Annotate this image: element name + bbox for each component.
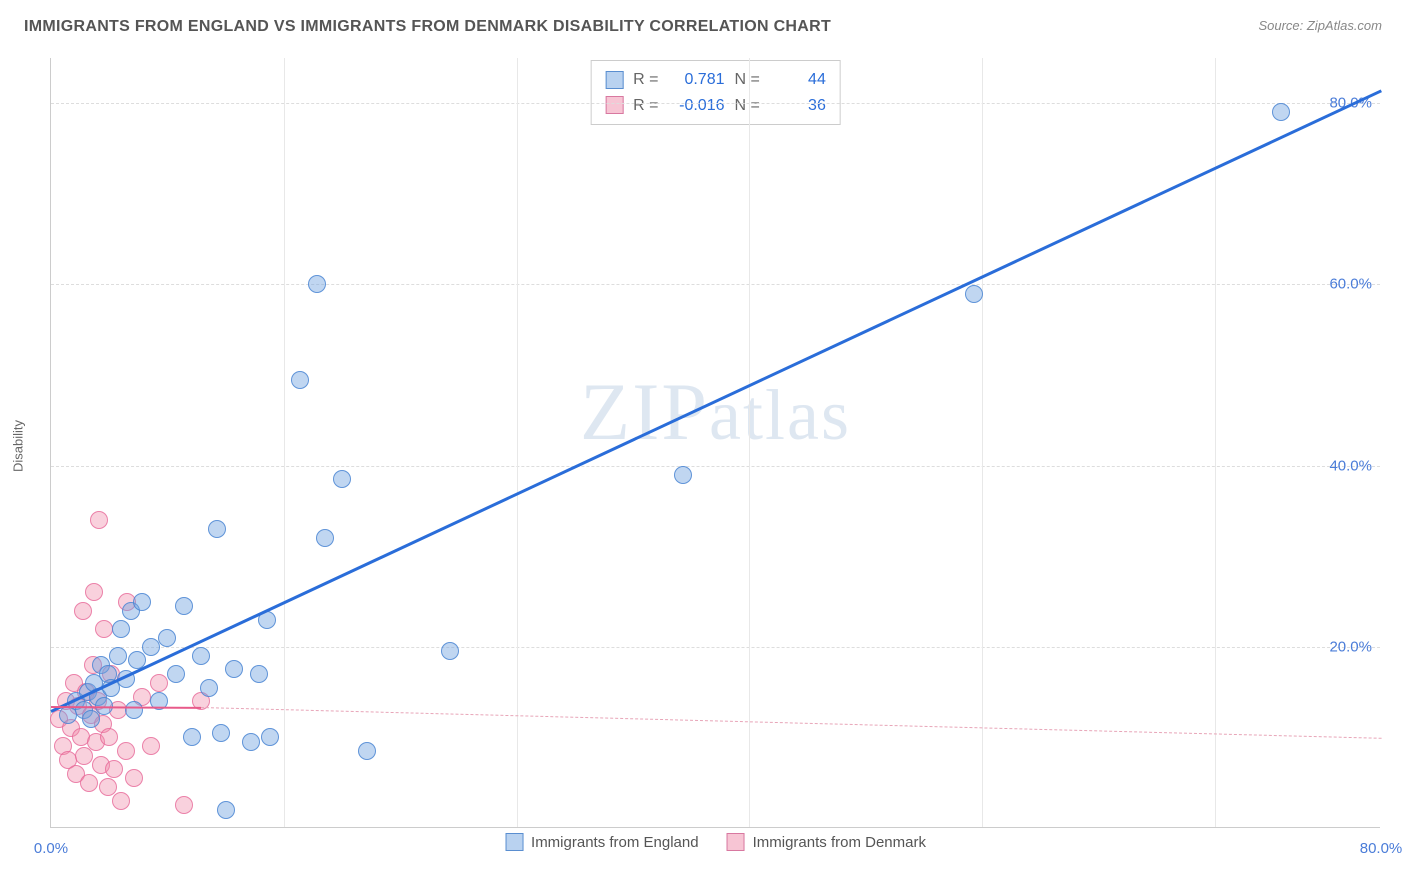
data-point (308, 275, 326, 293)
x-tick-label: 0.0% (34, 840, 68, 857)
data-point (142, 638, 160, 656)
trend-line (50, 90, 1381, 713)
swatch-england-icon (605, 71, 623, 89)
data-point (133, 593, 151, 611)
data-point (82, 710, 100, 728)
gridline (51, 284, 1380, 285)
gridline (51, 103, 1380, 104)
legend-item-england: Immigrants from England (505, 833, 699, 851)
data-point (175, 597, 193, 615)
data-point (1272, 103, 1290, 121)
y-axis-label: Disability (11, 420, 26, 472)
data-point (95, 620, 113, 638)
swatch-denmark-icon (605, 96, 623, 114)
data-point (183, 728, 201, 746)
data-point (125, 701, 143, 719)
data-point (333, 470, 351, 488)
data-point (109, 647, 127, 665)
swatch-denmark-icon (727, 833, 745, 851)
x-tick-label: 80.0% (1360, 840, 1403, 857)
data-point (250, 665, 268, 683)
data-point (80, 774, 98, 792)
data-point (150, 674, 168, 692)
data-point (74, 602, 92, 620)
y-tick-label: 20.0% (1329, 638, 1372, 655)
data-point (261, 728, 279, 746)
stats-row-england: R = 0.781 N = 44 (605, 67, 826, 93)
data-point (225, 660, 243, 678)
data-point (85, 583, 103, 601)
y-tick-label: 40.0% (1329, 457, 1372, 474)
scatter-chart: ZIPatlas R = 0.781 N = 44 R = -0.016 N =… (50, 58, 1380, 828)
legend-label: Immigrants from England (531, 834, 699, 851)
gridline (51, 466, 1380, 467)
data-point (208, 520, 226, 538)
gridline (51, 647, 1380, 648)
page-title: IMMIGRANTS FROM ENGLAND VS IMMIGRANTS FR… (24, 18, 831, 36)
data-point (105, 760, 123, 778)
data-point (117, 742, 135, 760)
data-point (112, 620, 130, 638)
data-point (217, 801, 235, 819)
gridline (284, 58, 285, 827)
data-point (674, 466, 692, 484)
data-point (90, 511, 108, 529)
data-point (212, 724, 230, 742)
data-point (200, 679, 218, 697)
data-point (192, 647, 210, 665)
legend-label: Immigrants from Denmark (753, 834, 926, 851)
gridline (749, 58, 750, 827)
swatch-england-icon (505, 833, 523, 851)
data-point (125, 769, 143, 787)
data-point (965, 285, 983, 303)
y-tick-label: 60.0% (1329, 276, 1372, 293)
stats-row-denmark: R = -0.016 N = 36 (605, 93, 826, 119)
data-point (441, 642, 459, 660)
data-point (242, 733, 260, 751)
gridline (517, 58, 518, 827)
correlation-stats-box: R = 0.781 N = 44 R = -0.016 N = 36 (590, 60, 841, 125)
data-point (175, 796, 193, 814)
source-attribution: Source: ZipAtlas.com (1258, 18, 1382, 33)
data-point (358, 742, 376, 760)
data-point (316, 529, 334, 547)
legend: Immigrants from England Immigrants from … (505, 827, 926, 851)
data-point (158, 629, 176, 647)
legend-item-denmark: Immigrants from Denmark (727, 833, 926, 851)
data-point (291, 371, 309, 389)
gridline (1215, 58, 1216, 827)
trend-line (201, 707, 1381, 739)
data-point (167, 665, 185, 683)
gridline (982, 58, 983, 827)
data-point (100, 728, 118, 746)
data-point (142, 737, 160, 755)
data-point (112, 792, 130, 810)
